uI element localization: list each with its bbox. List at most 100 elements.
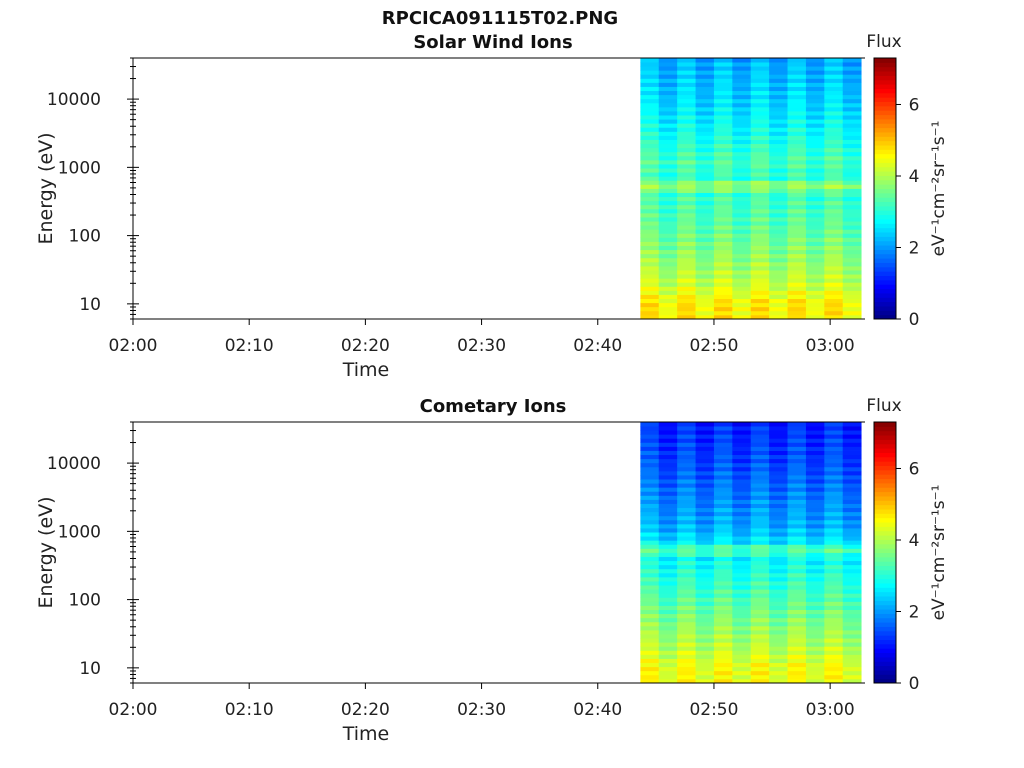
heatmap-cell bbox=[750, 86, 770, 92]
heatmap-cell bbox=[805, 654, 825, 659]
heatmap-cell bbox=[713, 86, 733, 92]
heatmap-cell bbox=[713, 286, 733, 291]
heatmap-cell bbox=[695, 499, 715, 504]
colorbar-segment bbox=[874, 448, 896, 453]
panel-cometary-ions: 02:00 02:10 02:20 02:30 02:40 02:50 03:0010100… bbox=[35, 396, 949, 745]
heatmap-cell bbox=[824, 94, 844, 100]
colorbar-segment bbox=[874, 574, 896, 580]
heatmap-cell bbox=[658, 576, 678, 582]
colorbar-segment bbox=[874, 105, 896, 111]
heatmap-cell bbox=[677, 634, 696, 639]
heatmap-cell bbox=[787, 86, 807, 92]
heatmap-cell bbox=[695, 462, 715, 468]
spectrogram bbox=[640, 422, 862, 684]
heatmap-cell bbox=[695, 70, 715, 75]
heatmap-cell bbox=[713, 523, 733, 529]
heatmap-cell bbox=[732, 536, 752, 541]
heatmap-cell bbox=[713, 237, 733, 242]
heatmap-cell bbox=[713, 430, 733, 435]
heatmap-cell bbox=[787, 74, 807, 79]
heatmap-cell bbox=[658, 270, 678, 275]
heatmap-cell bbox=[750, 212, 770, 218]
colorbar-segment bbox=[874, 297, 896, 303]
heatmap-cell bbox=[732, 654, 752, 659]
heatmap-cell bbox=[842, 212, 862, 218]
colorbar-unit-label: eV⁻¹cm⁻²sr⁻¹s⁻¹ bbox=[929, 485, 949, 621]
heatmap-cell bbox=[805, 253, 825, 259]
heatmap-cell bbox=[713, 192, 733, 198]
heatmap-cell bbox=[842, 151, 862, 157]
heatmap-cell bbox=[658, 568, 678, 574]
heatmap-cell bbox=[805, 466, 825, 472]
heatmap-cell bbox=[769, 164, 788, 169]
heatmap-cell bbox=[824, 274, 844, 279]
heatmap-cell bbox=[677, 302, 696, 308]
heatmap-cell bbox=[824, 159, 844, 165]
heatmap-cell bbox=[842, 483, 862, 488]
heatmap-cell bbox=[842, 176, 862, 181]
colorbar-segment bbox=[874, 275, 896, 281]
heatmap-cell bbox=[677, 106, 696, 112]
heatmap-cell bbox=[805, 487, 825, 492]
colorbar-segment bbox=[874, 517, 896, 523]
heatmap-cell bbox=[750, 515, 770, 521]
colorbar-segment bbox=[874, 600, 896, 606]
heatmap-cell bbox=[824, 155, 844, 161]
heatmap-cell bbox=[677, 585, 696, 590]
heatmap-cell bbox=[805, 90, 825, 96]
heatmap-cell bbox=[640, 188, 660, 193]
heatmap-cell bbox=[677, 139, 696, 145]
heatmap-cell bbox=[732, 638, 752, 643]
heatmap-cell bbox=[732, 306, 752, 312]
heatmap-cell bbox=[805, 143, 825, 149]
heatmap-cell bbox=[842, 221, 862, 226]
heatmap-cell bbox=[787, 274, 807, 279]
heatmap-cell bbox=[824, 634, 844, 639]
heatmap-cell bbox=[658, 62, 678, 67]
heatmap-cell bbox=[769, 102, 788, 108]
panel-title: Solar Wind Ions bbox=[413, 32, 572, 53]
heatmap-cell bbox=[824, 115, 844, 120]
heatmap-cell bbox=[842, 192, 862, 198]
heatmap-cell bbox=[658, 115, 678, 120]
heatmap-cell bbox=[769, 589, 788, 594]
heatmap-cell bbox=[677, 434, 696, 439]
heatmap-cell bbox=[732, 605, 752, 610]
heatmap-cell bbox=[732, 151, 752, 157]
x-tick-label: 02:00 bbox=[109, 336, 158, 356]
heatmap-cell bbox=[769, 629, 788, 635]
heatmap-cell bbox=[769, 282, 788, 287]
heatmap-cell bbox=[677, 270, 696, 275]
heatmap-cell bbox=[677, 540, 696, 545]
heatmap-cell bbox=[640, 585, 660, 590]
heatmap-cell bbox=[695, 270, 715, 275]
heatmap-cell bbox=[842, 131, 862, 136]
heatmap-cell bbox=[805, 314, 825, 320]
heatmap-cell bbox=[805, 458, 825, 464]
heatmap-cell bbox=[842, 286, 862, 291]
heatmap-cell bbox=[750, 548, 770, 553]
heatmap-cell bbox=[732, 658, 752, 664]
heatmap-cell bbox=[842, 576, 862, 582]
heatmap-cell bbox=[787, 438, 807, 443]
heatmap-cell bbox=[750, 536, 770, 541]
colorbar-segment bbox=[874, 582, 896, 588]
heatmap-cell bbox=[824, 572, 844, 578]
heatmap-cell bbox=[824, 605, 844, 610]
heatmap-cell bbox=[750, 115, 770, 120]
heatmap-cell bbox=[824, 229, 844, 234]
heatmap-cell bbox=[640, 119, 660, 124]
heatmap-cell bbox=[842, 487, 862, 492]
heatmap-cell bbox=[750, 621, 770, 627]
heatmap-cell bbox=[842, 515, 862, 521]
heatmap-cell bbox=[713, 601, 733, 606]
heatmap-cell bbox=[677, 601, 696, 606]
heatmap-cell bbox=[695, 446, 715, 451]
heatmap-cell bbox=[769, 462, 788, 468]
colorbar-tick-label: 2 bbox=[909, 238, 920, 258]
heatmap-cell bbox=[824, 204, 844, 210]
heatmap-cell bbox=[750, 233, 770, 238]
heatmap-cell bbox=[713, 249, 733, 255]
heatmap-cell bbox=[842, 466, 862, 472]
y-tick-label: 10 bbox=[79, 659, 101, 679]
